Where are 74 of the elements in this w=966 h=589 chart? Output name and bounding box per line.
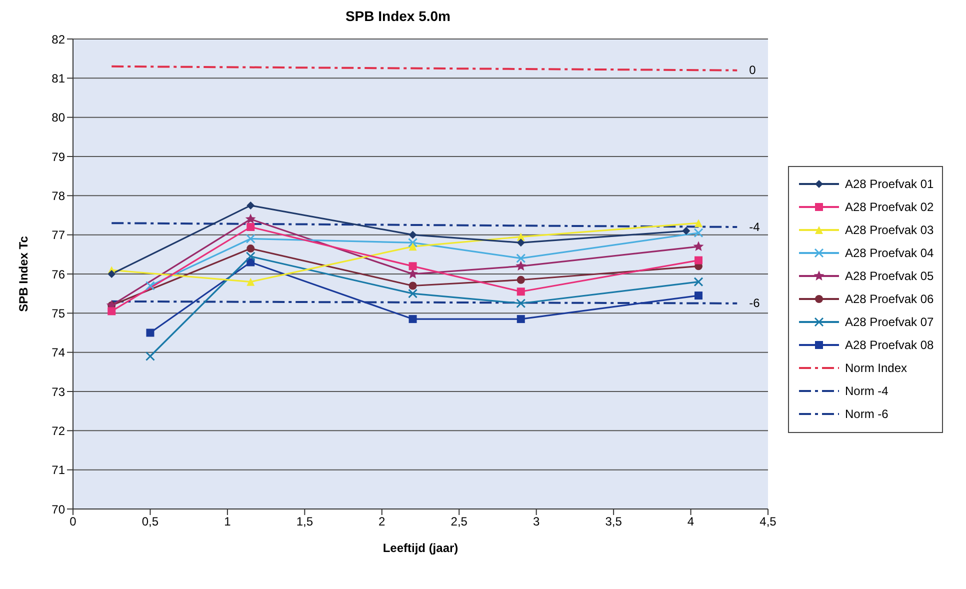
point	[694, 228, 704, 238]
x-tick-label: 4	[687, 514, 694, 529]
y-tick-label: 76	[52, 267, 66, 282]
legend-label: Norm Index	[845, 361, 908, 375]
point	[408, 262, 417, 270]
point	[108, 307, 116, 316]
legend-label: A28 Proefvak 05	[845, 269, 934, 283]
y-tick-label: 72	[52, 424, 66, 438]
point	[408, 288, 418, 298]
legend-label: A28 Proefvak 08	[845, 338, 934, 352]
point	[246, 223, 255, 231]
y-tick-label: 77	[52, 228, 66, 242]
y-tick-label: 80	[52, 110, 66, 125]
x-tick-label: 0	[70, 514, 77, 529]
x-tick-label: 4,5	[760, 514, 777, 529]
legend-label: A28 Proefvak 04	[845, 246, 934, 260]
annotation: 0	[749, 62, 756, 78]
point	[694, 256, 702, 264]
point	[516, 276, 525, 284]
y-tick-label: 81	[52, 71, 66, 86]
x-axis-title: Leeftijd (jaar)	[382, 541, 458, 555]
point	[246, 201, 255, 210]
y-tick-label: 75	[52, 306, 66, 320]
y-tick-label: 74	[52, 346, 66, 360]
point	[516, 288, 525, 296]
point	[516, 315, 525, 324]
legend-label: A28 Proefvak 07	[845, 315, 934, 329]
point	[694, 277, 704, 287]
annotation: -6	[749, 295, 760, 312]
point	[516, 298, 526, 308]
point	[145, 352, 155, 361]
x-tick-label: 0,5	[142, 514, 159, 529]
y-tick-label: 71	[52, 463, 66, 478]
annotation: -4	[749, 219, 760, 235]
legend-label: A28 Proefvak 03	[845, 223, 934, 237]
legend-label: A28 Proefvak 01	[845, 177, 934, 191]
x-tick-label: 1,5	[296, 514, 314, 529]
legend-label: Norm -4	[845, 384, 888, 398]
legend-label: Norm -6	[845, 407, 888, 421]
y-axis-title: SPB Index Tc	[16, 236, 30, 312]
x-tick-label: 2	[378, 514, 386, 529]
x-tick-label: 3	[532, 514, 540, 529]
point	[408, 282, 417, 290]
point	[145, 281, 155, 290]
point	[516, 238, 525, 247]
y-tick-label: 82	[52, 32, 66, 46]
point	[516, 260, 526, 271]
point	[408, 238, 418, 248]
point	[682, 226, 690, 235]
point	[694, 292, 702, 300]
legend-label: A28 Proefvak 06	[845, 292, 934, 306]
point	[694, 219, 702, 228]
point	[408, 315, 417, 324]
point	[408, 242, 417, 251]
point	[516, 254, 526, 264]
point	[108, 270, 116, 278]
point	[246, 278, 255, 286]
y-tick-label: 79	[52, 150, 66, 164]
point	[245, 214, 256, 224]
y-tick-label: 70	[52, 502, 66, 516]
point	[693, 241, 704, 252]
x-tick-label: 1	[224, 514, 232, 529]
point	[408, 230, 417, 239]
x-tick-label: 2,5	[450, 514, 468, 529]
y-tick-label: 78	[52, 188, 66, 203]
point	[246, 252, 256, 262]
point	[146, 328, 154, 337]
legend-label: A28 Proefvak 02	[845, 200, 934, 214]
point	[246, 244, 255, 253]
point	[408, 268, 418, 278]
y-tick-label: 73	[52, 384, 66, 399]
chart-title: SPB Index 5.0m	[344, 8, 452, 24]
point	[246, 234, 256, 244]
x-tick-label: 3,5	[605, 514, 622, 529]
